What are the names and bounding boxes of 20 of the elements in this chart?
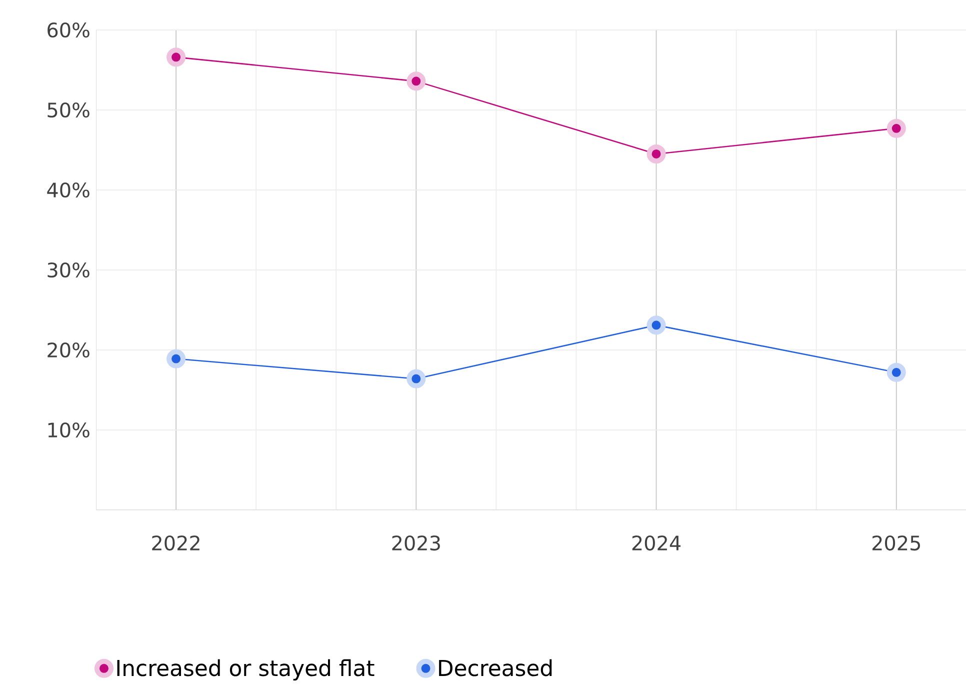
x-tick-label: 2024 xyxy=(632,536,680,551)
point xyxy=(886,118,906,138)
y-tick-label: 40% xyxy=(47,182,90,198)
point xyxy=(166,48,186,67)
point xyxy=(646,316,666,335)
x-tick-label: 2023 xyxy=(392,536,440,551)
y-tick-label: 30% xyxy=(48,262,90,278)
y-tick-label: 10% xyxy=(48,422,90,438)
legend-label: Decreased xyxy=(439,659,552,676)
y-tick-label: 60% xyxy=(48,22,90,38)
y-tick-label: 20% xyxy=(48,342,90,358)
point xyxy=(166,349,186,368)
point xyxy=(406,72,426,91)
x-tick-label: 2022 xyxy=(152,536,200,551)
point xyxy=(886,362,906,382)
point xyxy=(646,144,666,164)
x-tick-label: 2025 xyxy=(872,536,920,551)
legend-label: Increased or stayed flat xyxy=(117,659,374,681)
y-tick-label: 50% xyxy=(48,102,90,118)
point xyxy=(406,369,426,388)
